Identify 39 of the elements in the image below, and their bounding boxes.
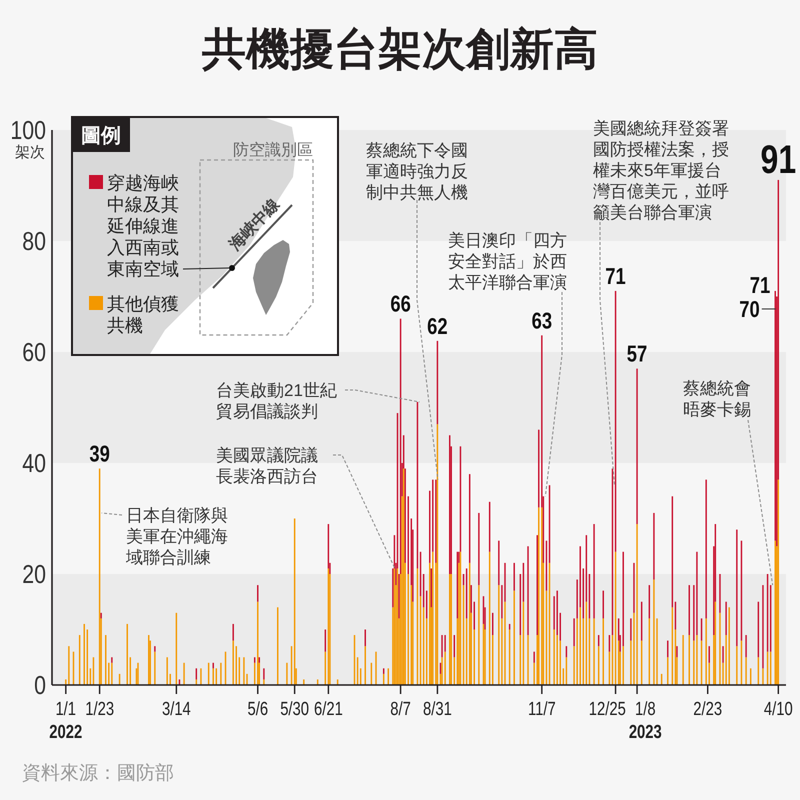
x-tick-label: 5/6 [247, 699, 274, 720]
total-label: 63 [532, 307, 558, 334]
x-tick-label: 2/23 [693, 699, 730, 720]
annotation: 美日澳印「四方安全對話」於西太平洋聯合軍演 [448, 231, 567, 292]
legend-label: 其他偵獲共機 [107, 294, 179, 336]
legend-title: 圖例 [81, 125, 121, 147]
legend-label: 穿越海峽中線及其延伸線進入西南或東南空域 [106, 173, 179, 279]
annotation: 蔡總統會晤麥卡錫 [683, 379, 751, 419]
annotation: 台美啟動21世紀貿易倡議談判 [216, 381, 337, 421]
chart-title: 共機擾台架次創新高 [201, 25, 598, 74]
annotation: 日本自衛隊與美軍在沖繩海域聯合訓練 [125, 506, 228, 567]
total-label: 57 [626, 340, 652, 367]
x-tick-label: 4/10 [764, 699, 800, 720]
annotation: 海峽中線 [225, 194, 284, 255]
annotation: 防空識別區 [233, 141, 313, 159]
x-tick-label: 11/7 [528, 699, 564, 720]
x-tick-label: 3/14 [162, 699, 199, 720]
total-label: 70 [739, 296, 765, 322]
total-label: 39 [89, 440, 115, 467]
y-tick-label: 80 [22, 226, 52, 256]
x-tick-label: 8/7 [390, 699, 417, 720]
total-label: 71 [605, 262, 631, 289]
annotation: 美國眾議院議長裴洛西訪台 [216, 446, 318, 486]
total-label: 71 [750, 272, 776, 298]
y-tick-label: 60 [22, 337, 52, 367]
total-label: 62 [427, 312, 453, 339]
annotation: 美國總統拜登簽署國防授權法案，授權未來5年軍援台灣百億美元，並呼籲美台聯合軍演 [593, 119, 729, 222]
total-label: 91 [760, 138, 800, 182]
x-tick-label: 8/31 [423, 699, 460, 720]
x-tick-label: 1/23 [85, 699, 122, 720]
annotation: 蔡總統下令國軍適時強力反制中共無人機 [366, 141, 468, 202]
legend: 圖例 穿越海峽中線及其延伸線進入西南或東南空域 其他偵獲共機 [72, 117, 179, 336]
total-label: 66 [390, 290, 416, 317]
source-note: 資料來源：國防部 [22, 762, 174, 784]
y-tick-label: 40 [22, 448, 52, 478]
y-tick-label: 0 [34, 670, 49, 700]
y-axis-title: 架次 [15, 144, 45, 161]
y-tick-label: 100 [10, 115, 54, 145]
y-tick-label: 20 [22, 559, 52, 589]
